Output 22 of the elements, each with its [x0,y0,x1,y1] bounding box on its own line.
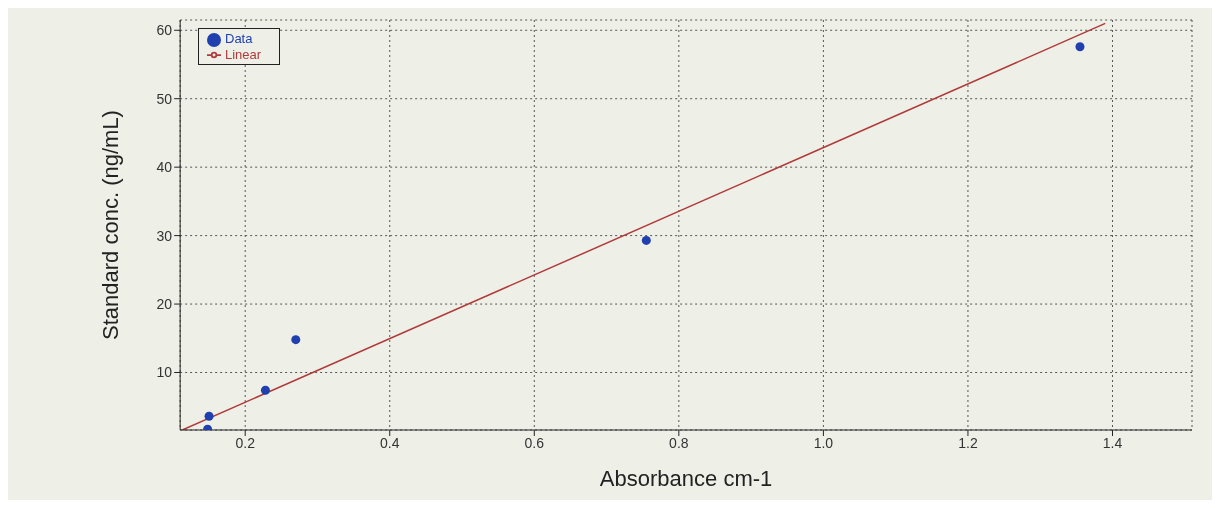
x-tick-label: 1.2 [958,434,978,451]
y-tick-label: 30 [156,227,173,244]
y-tick-label: 50 [156,90,173,107]
x-axis-title: Absorbance cm-1 [599,466,773,491]
x-tick-label: 0.8 [669,434,689,451]
y-tick-label: 40 [156,159,173,176]
point [1075,42,1085,52]
x-tick-label: 1.4 [1102,434,1123,451]
y-tick-label: 60 [156,22,173,39]
y-axis-title: Standard conc. (ng/mL) [97,110,123,340]
legend-label: Linear [225,46,262,62]
x-tick-label: 0.6 [524,434,545,451]
x-tick-label: 1.0 [813,434,834,451]
point [204,411,214,421]
x-tick-label: 0.4 [380,434,400,451]
y-tick-label: 20 [156,296,173,313]
x-tick-label: 0.2 [235,434,256,451]
point [291,335,301,345]
point [260,385,270,395]
y-tick-label: 10 [156,364,173,381]
legend-label: Data [225,31,253,46]
point [641,235,651,245]
